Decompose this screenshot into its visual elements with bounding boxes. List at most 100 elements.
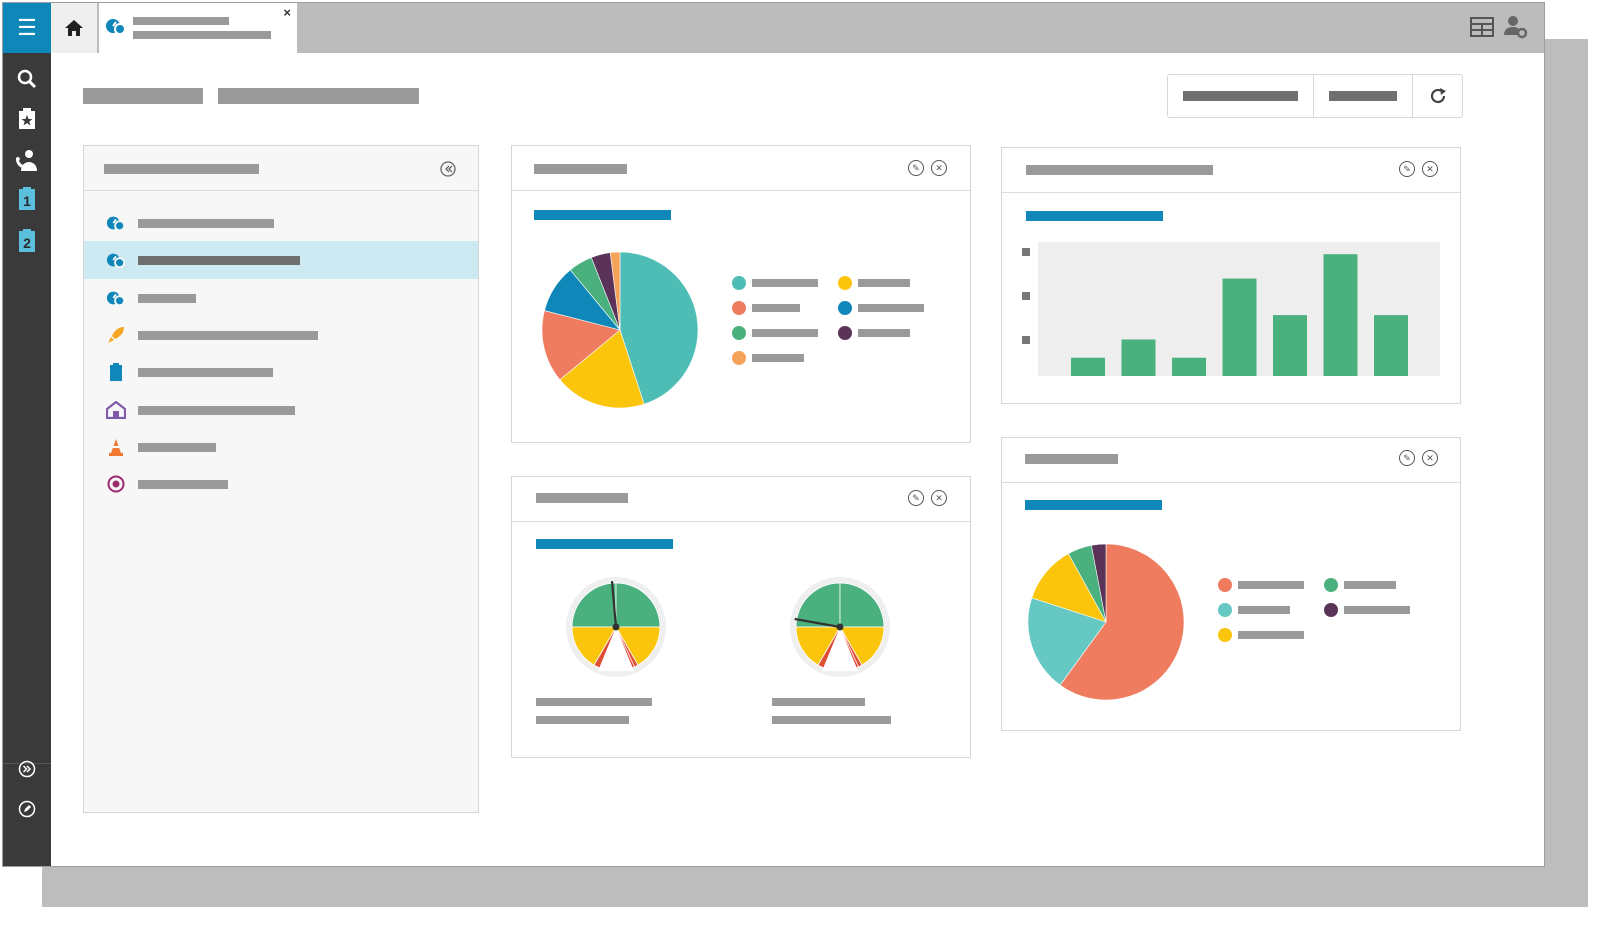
sidebar-item[interactable]: [84, 428, 478, 466]
close-widget-icon[interactable]: ✕: [931, 490, 947, 506]
legend-label-placeholder: [752, 304, 800, 312]
calendar-2-icon[interactable]: 2: [3, 227, 51, 255]
widget-bar-chart: ✎ ✕: [1001, 147, 1461, 404]
gauge-1: [566, 577, 666, 677]
y-tick-placeholder: [1022, 336, 1030, 344]
clipboard-icon: [106, 362, 126, 382]
home-icon: [65, 20, 83, 36]
widget-header: ✎ ✕: [512, 146, 970, 191]
legend-label-placeholder: [752, 354, 804, 362]
sidebar-item-label-placeholder: [138, 442, 216, 452]
bar[interactable]: [1121, 339, 1156, 376]
panel-header: [84, 146, 478, 191]
gauge-hub: [612, 623, 620, 631]
pie-slice[interactable]: [1027, 597, 1107, 686]
user-settings-icon[interactable]: [1504, 15, 1528, 44]
sidebar-item[interactable]: [84, 465, 478, 503]
panel-title-placeholder: [104, 164, 259, 174]
app-window: ☰ 1 2 ×: [2, 2, 1545, 867]
legend-swatch: [1324, 578, 1338, 592]
pie-slice[interactable]: [609, 251, 621, 331]
sidebar-item[interactable]: [84, 204, 478, 242]
gauge-needle: [794, 617, 841, 629]
widget-title-placeholder: [534, 164, 627, 174]
hamburger-icon[interactable]: ☰: [3, 3, 51, 53]
gauge-segment: [839, 582, 885, 628]
rail-divider: [3, 763, 51, 764]
starred-clipboard-icon[interactable]: [3, 105, 51, 133]
toolbar-button-group: [1167, 74, 1463, 118]
pie-legend: [1218, 578, 1438, 658]
legend-swatch: [732, 351, 746, 365]
sidebar-item[interactable]: [84, 279, 478, 317]
edit-widget-icon[interactable]: ✎: [908, 160, 924, 176]
close-widget-icon[interactable]: ✕: [1422, 450, 1438, 466]
legend-swatch: [1218, 578, 1232, 592]
sidebar-item[interactable]: [84, 353, 478, 391]
y-tick-placeholder: [1022, 292, 1030, 300]
sidebar-item[interactable]: [84, 241, 478, 280]
close-widget-icon[interactable]: ✕: [1422, 161, 1438, 177]
legend-label-placeholder: [1238, 581, 1304, 589]
pie-slice[interactable]: [1091, 543, 1107, 623]
pie-slice[interactable]: [1059, 543, 1185, 701]
gauge-hub: [836, 623, 844, 631]
bar[interactable]: [1374, 315, 1408, 376]
widget-accent-bar: [1026, 211, 1163, 221]
widget-pie-chart-1: ✎ ✕: [511, 145, 971, 443]
legend-label-placeholder: [752, 279, 818, 287]
sidebar-item-label-placeholder: [138, 256, 300, 266]
toolbar-button-1[interactable]: [1168, 75, 1313, 117]
legend-label-placeholder: [858, 304, 924, 312]
refresh-button[interactable]: [1413, 75, 1462, 117]
search-icon[interactable]: [3, 65, 51, 93]
home-tab[interactable]: [51, 3, 97, 53]
edit-widget-icon[interactable]: ✎: [1399, 450, 1415, 466]
sidebar-item[interactable]: [84, 316, 478, 354]
dashboard-tab[interactable]: ×: [99, 3, 297, 53]
sidebar-item-label-placeholder: [138, 405, 295, 415]
sidebar-item-label-placeholder: [138, 219, 274, 228]
gauge-sublabel-placeholder: [536, 716, 629, 724]
bar[interactable]: [1222, 278, 1257, 376]
edit-widget-icon[interactable]: ✎: [908, 490, 924, 506]
layout-icon[interactable]: [1470, 17, 1494, 42]
pie-slice[interactable]: [541, 310, 621, 381]
bar[interactable]: [1071, 357, 1105, 376]
rail-badge-2: 2: [23, 235, 31, 251]
button-label-placeholder: [1329, 91, 1397, 101]
gauge-gap: [598, 627, 634, 671]
bar-chart: [1022, 242, 1440, 376]
sidebar-item-label-placeholder: [138, 368, 273, 378]
legend-swatch: [838, 276, 852, 290]
legend-label-placeholder: [1238, 606, 1290, 614]
pie-chart: [1027, 543, 1185, 701]
pie-slice[interactable]: [619, 251, 699, 405]
gauge-gap: [822, 627, 858, 671]
sidebar-item[interactable]: [84, 391, 478, 429]
edit-icon[interactable]: [3, 795, 51, 823]
page-title-placeholder: [218, 88, 419, 104]
bar[interactable]: [1273, 315, 1307, 376]
edit-widget-icon[interactable]: ✎: [1399, 161, 1415, 177]
collapse-icon[interactable]: [440, 161, 456, 182]
rail-badge-1: 1: [23, 193, 31, 209]
gauge-segment: [571, 582, 617, 628]
widget-title-placeholder: [1026, 165, 1213, 175]
bar[interactable]: [1172, 357, 1206, 376]
close-widget-icon[interactable]: ✕: [931, 160, 947, 176]
pie-slice[interactable]: [559, 329, 645, 409]
phone-user-icon[interactable]: [3, 146, 51, 174]
calendar-1-icon[interactable]: 1: [3, 185, 51, 213]
gauge-icon: [106, 288, 126, 308]
tab-close-icon[interactable]: ×: [283, 5, 291, 20]
tab-title-placeholder: [133, 17, 229, 25]
gauge-sublabel-placeholder: [772, 716, 891, 724]
expand-icon[interactable]: [3, 755, 51, 783]
legend-swatch: [838, 326, 852, 340]
gauge-segment: [615, 626, 661, 666]
bar[interactable]: [1323, 254, 1358, 376]
button-divider: [1412, 75, 1413, 117]
toolbar-button-2[interactable]: [1314, 75, 1412, 117]
legend-swatch: [838, 301, 852, 315]
